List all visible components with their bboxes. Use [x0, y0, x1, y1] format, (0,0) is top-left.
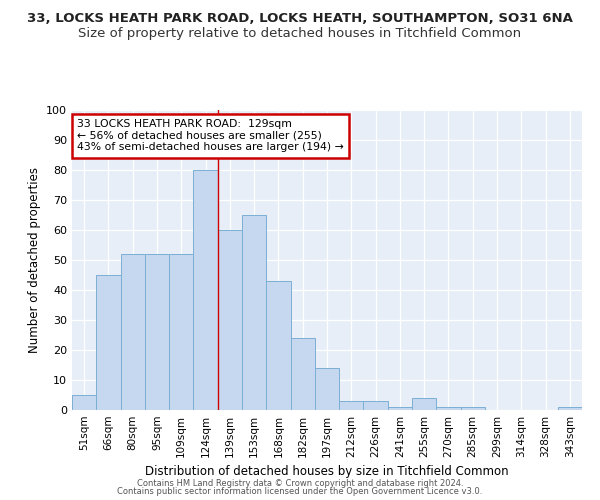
Bar — [315, 368, 339, 410]
Bar — [72, 395, 96, 410]
Bar — [169, 254, 193, 410]
Bar — [558, 407, 582, 410]
Text: Contains public sector information licensed under the Open Government Licence v3: Contains public sector information licen… — [118, 487, 482, 496]
Text: Contains HM Land Registry data © Crown copyright and database right 2024.: Contains HM Land Registry data © Crown c… — [137, 478, 463, 488]
Text: 33 LOCKS HEATH PARK ROAD:  129sqm
← 56% of detached houses are smaller (255)
43%: 33 LOCKS HEATH PARK ROAD: 129sqm ← 56% o… — [77, 119, 344, 152]
Bar — [388, 407, 412, 410]
Bar — [96, 275, 121, 410]
Bar — [412, 398, 436, 410]
Bar — [364, 401, 388, 410]
Bar — [218, 230, 242, 410]
Y-axis label: Number of detached properties: Number of detached properties — [28, 167, 41, 353]
Bar — [242, 215, 266, 410]
Bar — [461, 407, 485, 410]
Bar — [436, 407, 461, 410]
Text: 33, LOCKS HEATH PARK ROAD, LOCKS HEATH, SOUTHAMPTON, SO31 6NA: 33, LOCKS HEATH PARK ROAD, LOCKS HEATH, … — [27, 12, 573, 26]
Text: Size of property relative to detached houses in Titchfield Common: Size of property relative to detached ho… — [79, 28, 521, 40]
X-axis label: Distribution of detached houses by size in Titchfield Common: Distribution of detached houses by size … — [145, 466, 509, 478]
Bar — [121, 254, 145, 410]
Bar — [290, 338, 315, 410]
Bar — [266, 281, 290, 410]
Bar — [339, 401, 364, 410]
Bar — [193, 170, 218, 410]
Bar — [145, 254, 169, 410]
